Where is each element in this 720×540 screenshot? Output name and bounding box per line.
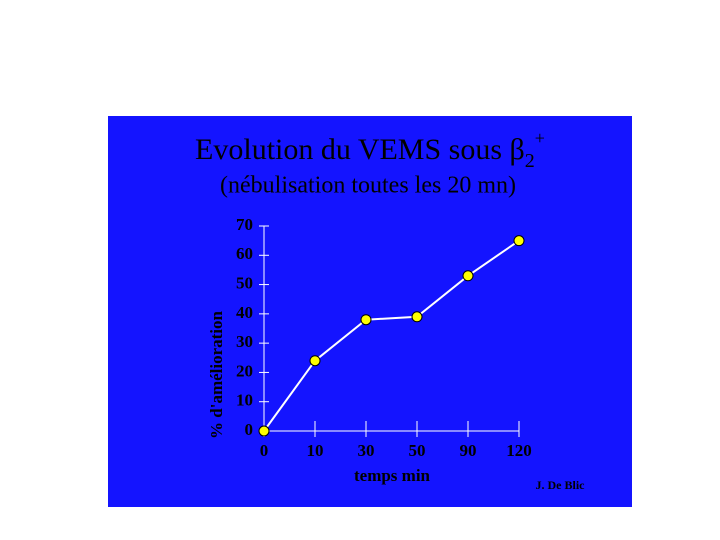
- y-tick-label: 10: [236, 391, 253, 410]
- y-tick-label: 60: [236, 244, 253, 263]
- credit: J. De Blic: [536, 478, 586, 492]
- title-superscript: +: [535, 128, 545, 148]
- marker: [309, 355, 321, 367]
- title-subscript: 2: [525, 150, 535, 172]
- x-axis-label: temps min: [354, 466, 431, 485]
- chart-title: Evolution du VEMS sous β2+: [195, 128, 545, 171]
- marker: [258, 425, 270, 437]
- y-tick-label: 40: [236, 303, 253, 322]
- x-tick-label: 0: [260, 441, 269, 460]
- slide-background: [108, 116, 632, 507]
- y-tick-label: 20: [236, 361, 253, 380]
- line: [263, 239, 520, 432]
- x-tick-label: 30: [358, 441, 375, 460]
- y-tick-label: 50: [236, 273, 253, 292]
- chart-subtitle: (nébulisation toutes les 20 mn): [220, 173, 516, 199]
- marker: [411, 311, 423, 323]
- y-tick-label: 30: [236, 332, 253, 351]
- marker: [513, 235, 525, 247]
- y-axis-label: % d'amélioration: [207, 310, 226, 439]
- y-tick-label: 70: [236, 215, 253, 234]
- x-tick-label: 10: [307, 441, 324, 460]
- title-text: Evolution du VEMS sous β: [195, 133, 525, 166]
- x-tick-label: 90: [460, 441, 477, 460]
- marker: [462, 270, 474, 282]
- x-tick-label: 50: [409, 441, 426, 460]
- y-tick-label: 0: [245, 420, 254, 439]
- marker: [360, 314, 372, 326]
- x-tick-label: 120: [506, 441, 532, 460]
